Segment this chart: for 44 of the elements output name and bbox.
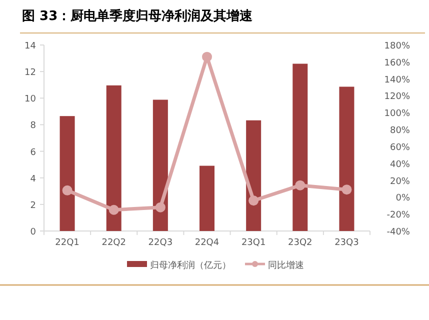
x-tick-label: 22Q1	[55, 238, 80, 248]
legend-label: 归母净利润（亿元）	[150, 260, 231, 271]
bar	[152, 100, 168, 231]
x-tick-label: 22Q3	[148, 238, 173, 248]
y2-tick-label: 120%	[384, 92, 410, 102]
bar	[200, 166, 214, 231]
y-tick-label: 14	[24, 42, 36, 52]
y2-tick-label: 140%	[384, 75, 410, 86]
y-tick-label: 8	[30, 121, 36, 132]
x-tick-label: 22Q4	[194, 238, 220, 248]
point	[62, 185, 72, 196]
bar	[246, 120, 262, 231]
y2-tick-label: -40%	[386, 228, 410, 238]
y-tick-label: 6	[30, 148, 36, 158]
point	[342, 184, 352, 195]
y-tick-label: 2	[30, 200, 36, 211]
bar	[106, 85, 122, 231]
y2-tick-label: 40%	[390, 160, 410, 170]
y-tick-label: 12	[24, 68, 36, 78]
x-tick-label: 23Q3	[334, 238, 359, 248]
y2-tick-label: 20%	[390, 176, 410, 187]
x-tick-label: 23Q1	[241, 238, 266, 248]
y2-tick-label: 60%	[390, 142, 410, 153]
x-tick-label: 23Q2	[288, 238, 312, 248]
y2-tick-label: 0%	[396, 194, 410, 204]
y2-tick-label: 180%	[384, 42, 410, 52]
point	[202, 52, 212, 62]
legend-label: 同比增速	[268, 260, 304, 271]
point	[108, 204, 119, 215]
bar	[60, 116, 75, 231]
y2-tick-label: 100%	[384, 109, 410, 120]
bar	[292, 64, 308, 231]
y-tick-label: 10	[24, 94, 36, 105]
y-tick-label: 0	[30, 228, 36, 238]
bar	[339, 86, 354, 231]
y2-tick-label: 80%	[390, 126, 410, 136]
point	[248, 196, 259, 206]
x-tick-label: 22Q2	[102, 238, 126, 248]
point	[295, 180, 306, 190]
point	[155, 202, 166, 212]
y-tick-label: 4	[30, 174, 36, 184]
y2-tick-label: -20%	[386, 210, 410, 221]
y2-tick-label: 160%	[384, 58, 410, 68]
chart-title: 图 33：厨电单季度归母净利润及其增速	[22, 8, 254, 24]
